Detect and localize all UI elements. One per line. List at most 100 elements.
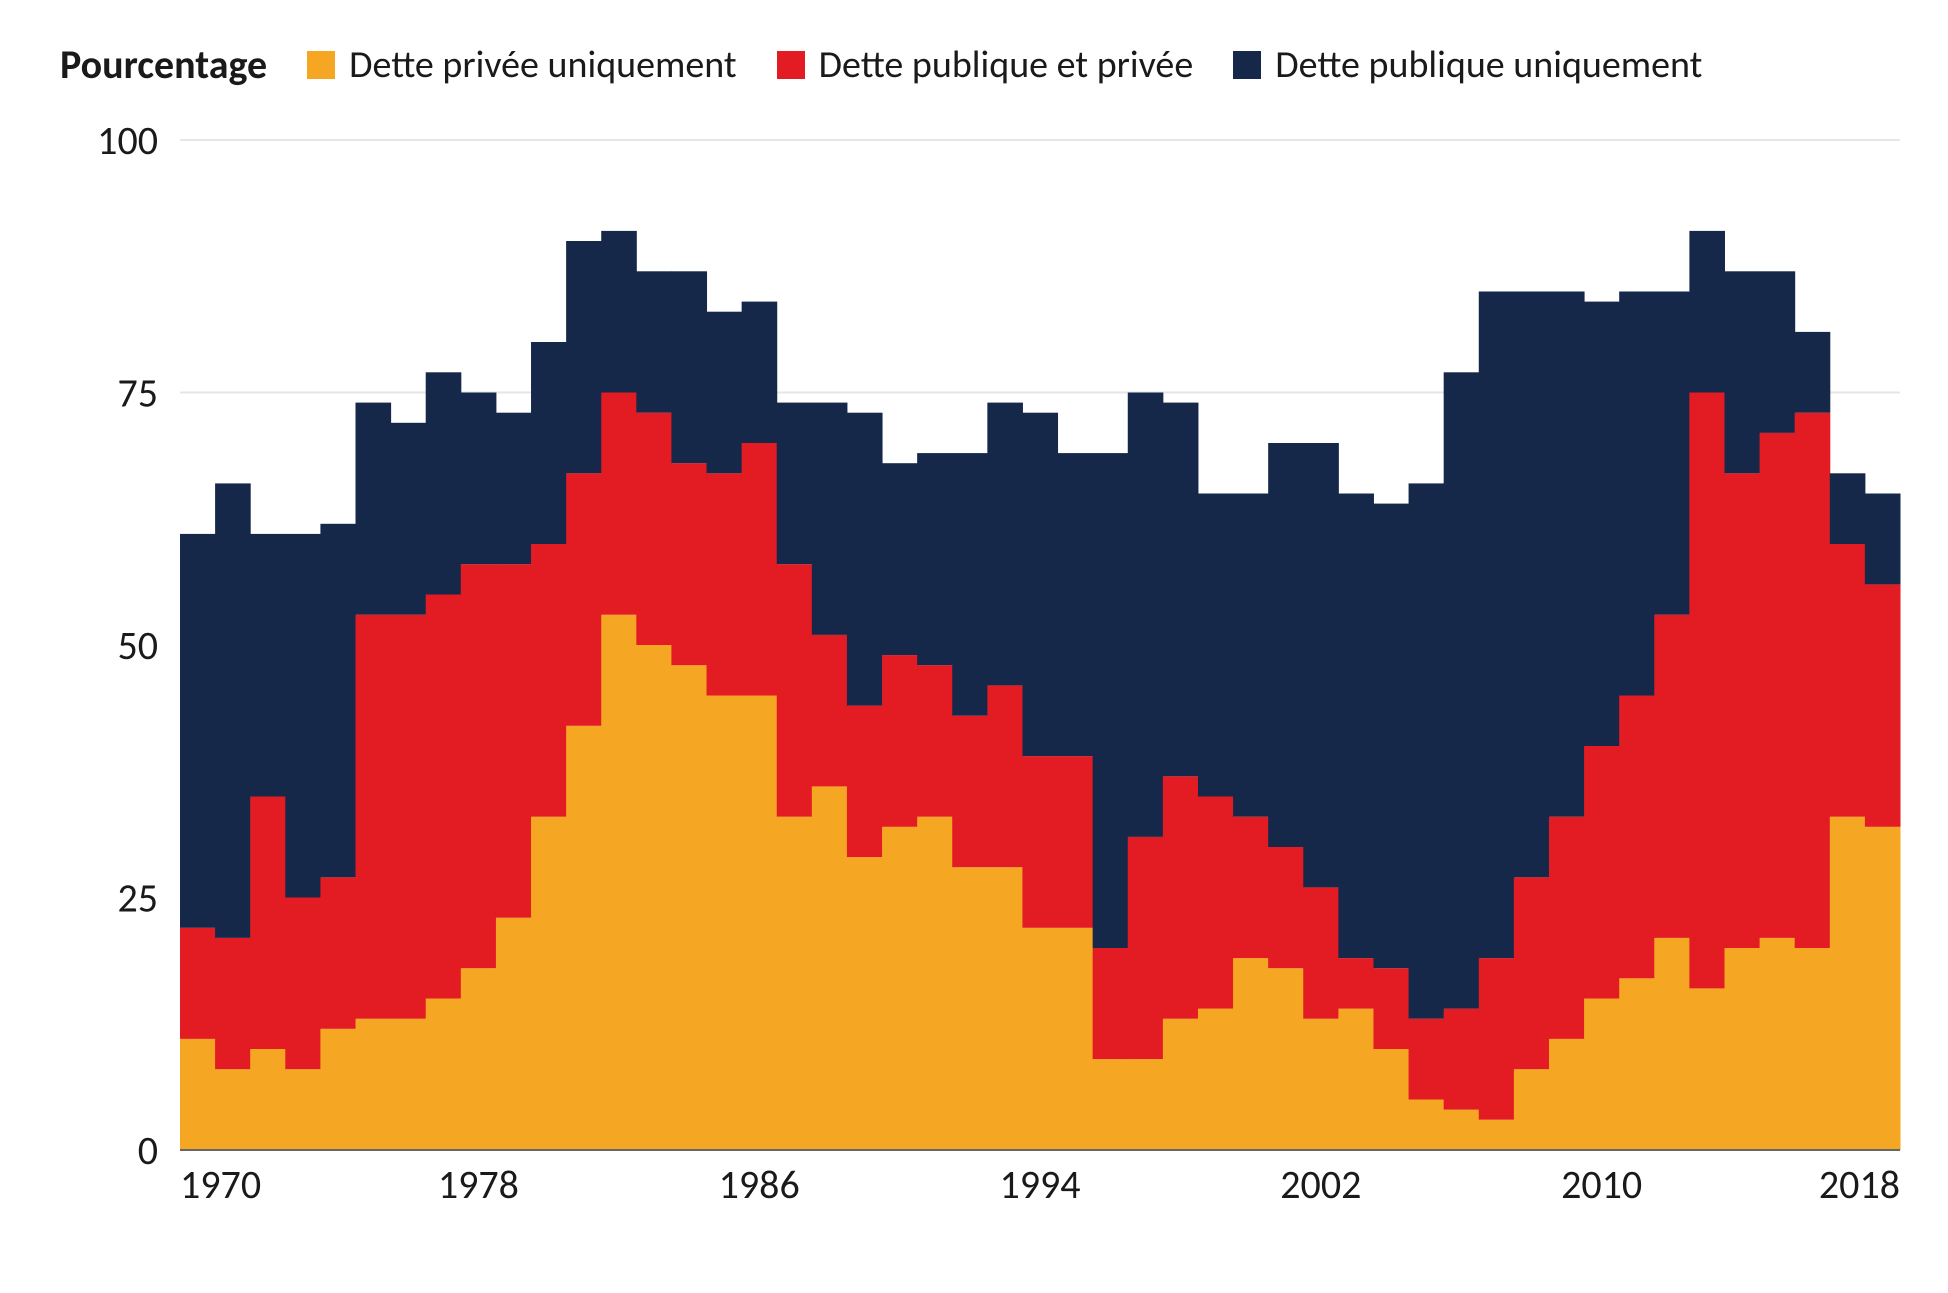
bar-segment	[1268, 443, 1304, 847]
bar-segment	[496, 918, 532, 1150]
bar-segment	[180, 928, 216, 1039]
bar-segment	[707, 312, 743, 474]
bar-segment	[1338, 1009, 1374, 1150]
bar-segment	[426, 595, 462, 999]
bar-segment	[1549, 1039, 1585, 1150]
bar-segment	[215, 483, 251, 938]
bar-segment	[1268, 968, 1304, 1150]
bar-segment	[952, 716, 988, 868]
bar-segment	[1830, 544, 1866, 817]
bar-segment	[1373, 968, 1409, 1049]
bar-segment	[1795, 413, 1831, 948]
bar-segment	[1128, 837, 1164, 1059]
bar-segment	[1093, 948, 1129, 1059]
bar-segment	[601, 615, 637, 1150]
bar-segment	[1444, 1110, 1480, 1150]
x-tick-label: 2002	[1280, 1160, 1361, 1209]
bar-segment	[1689, 231, 1725, 393]
bar-segment	[812, 786, 848, 1150]
bar-segment	[1303, 443, 1339, 887]
bar-segment	[496, 564, 532, 918]
bar-segment	[987, 867, 1023, 1150]
bar-segment	[1233, 494, 1269, 817]
bar-segment	[847, 857, 883, 1150]
x-tick-label: 1978	[438, 1160, 519, 1209]
bar-segment	[215, 1069, 251, 1150]
bar-segment	[1584, 302, 1620, 746]
bar-segment	[882, 827, 918, 1150]
bar-segment	[601, 393, 637, 615]
bar-segment	[356, 1019, 392, 1150]
y-tick-label: 100	[97, 116, 158, 165]
bar-segment	[1689, 393, 1725, 989]
bar-segment	[1619, 978, 1655, 1150]
bar-segment	[1233, 817, 1269, 958]
bar-segment	[461, 564, 497, 968]
bar-segment	[1654, 292, 1690, 615]
bar-segment	[1409, 483, 1445, 1018]
bar-segment	[180, 534, 216, 928]
bar-segment	[601, 231, 637, 393]
bar-segment	[285, 898, 321, 1070]
bar-segment	[1760, 271, 1796, 433]
bar-segment	[1584, 746, 1620, 999]
bar-segment	[391, 1019, 427, 1150]
y-tick-label: 0	[138, 1126, 158, 1175]
bar-segment	[391, 423, 427, 615]
bar-segment	[1128, 393, 1164, 837]
bar-segment	[1549, 817, 1585, 1039]
bar-segment	[917, 665, 953, 817]
x-tick-label: 2010	[1561, 1160, 1642, 1209]
bar-segment	[847, 706, 883, 858]
bar-segment	[1022, 413, 1058, 756]
bar-segment	[1058, 756, 1094, 928]
bar-segment	[1198, 1009, 1234, 1150]
bar-segment	[847, 413, 883, 706]
bar-segment	[1444, 372, 1480, 1008]
bar-segment	[1865, 494, 1901, 585]
bar-segment	[531, 817, 567, 1150]
bar-segment	[531, 544, 567, 817]
plot-area: 02550751001970197819861994200220102018	[20, 20, 1948, 1273]
bar-segment	[1654, 938, 1690, 1150]
bar-segment	[1198, 494, 1234, 797]
bar-segment	[1093, 453, 1129, 948]
bar-segment	[356, 615, 392, 1019]
bar-segment	[1022, 756, 1058, 928]
bar-segment	[1795, 332, 1831, 413]
stacked-bar-chart: Pourcentage Dette privée uniquementDette…	[20, 20, 1948, 1273]
x-tick-label: 2018	[1819, 1160, 1900, 1209]
bar-segment	[1514, 292, 1550, 878]
bar-segment	[320, 524, 356, 878]
bar-segment	[531, 342, 567, 544]
bar-segment	[1549, 292, 1585, 817]
bar-segment	[1268, 847, 1304, 968]
bar-segment	[1058, 453, 1094, 756]
bar-segment	[1584, 999, 1620, 1151]
bar-segment	[917, 453, 953, 665]
x-tick-label: 1970	[180, 1160, 261, 1209]
bar-segment	[777, 564, 813, 817]
bar-segment	[285, 1069, 321, 1150]
x-tick-label: 1994	[999, 1160, 1080, 1209]
bar-segment	[250, 1049, 286, 1150]
bar-segment	[320, 1029, 356, 1150]
bar-segment	[812, 403, 848, 635]
bar-segment	[1865, 584, 1901, 826]
bar-segment	[1303, 1019, 1339, 1150]
bar-segment	[636, 271, 672, 412]
bar-segment	[356, 403, 392, 615]
bar-segment	[882, 463, 918, 655]
bar-segment	[461, 393, 497, 565]
bar-segment	[987, 403, 1023, 686]
bar-segment	[1163, 1019, 1199, 1150]
bar-segment	[1654, 615, 1690, 938]
bar-segment	[1724, 271, 1760, 473]
bar-segment	[1514, 877, 1550, 1069]
bar-segment	[250, 534, 286, 797]
bar-segment	[1058, 928, 1094, 1150]
y-tick-label: 25	[117, 874, 158, 923]
bar-segment	[882, 655, 918, 827]
y-tick-label: 50	[117, 621, 158, 670]
bar-segment	[777, 403, 813, 565]
